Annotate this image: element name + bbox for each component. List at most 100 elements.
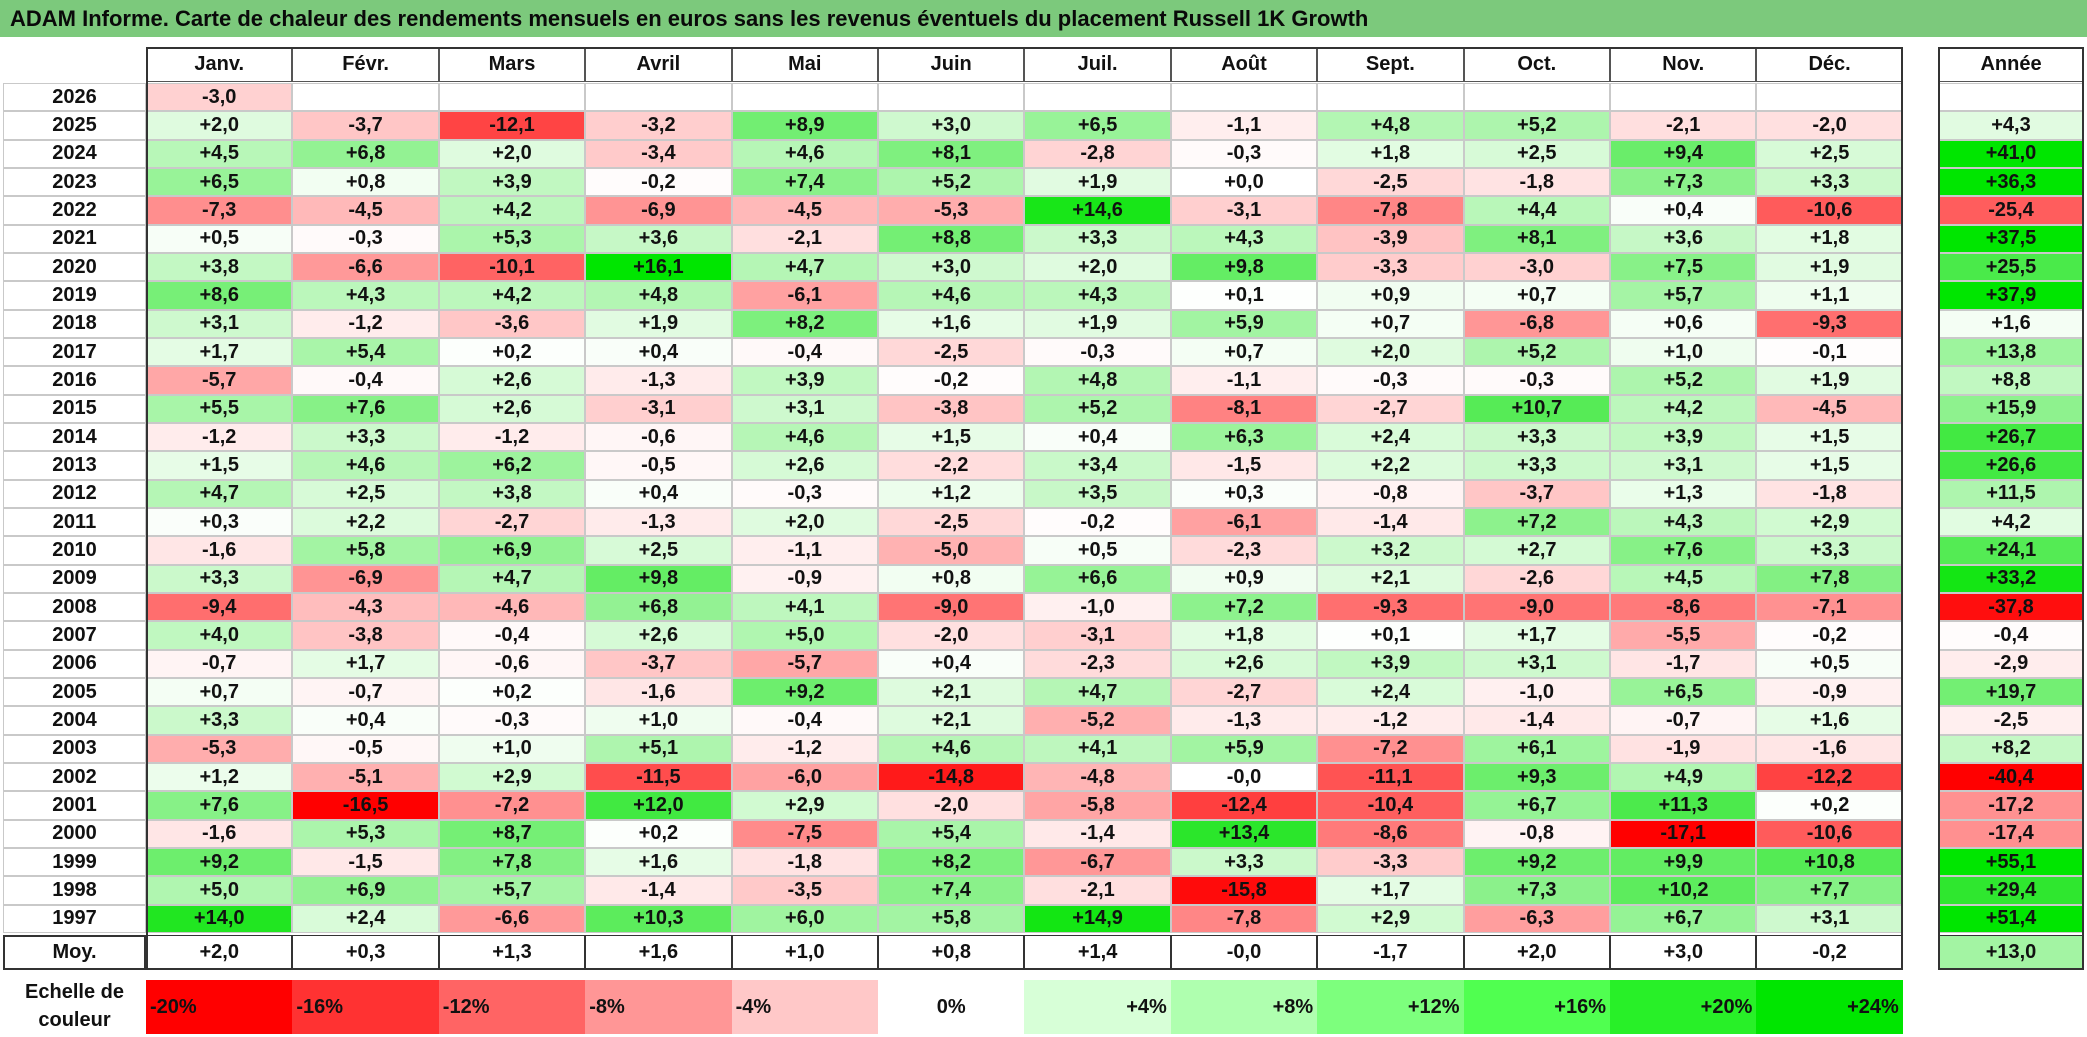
heatmap-cell: -17,1 bbox=[1610, 819, 1757, 848]
heatmap-cell: -0,5 bbox=[292, 734, 439, 763]
year-label: 2005 bbox=[3, 677, 146, 707]
heatmap-cell: -7,8 bbox=[1170, 904, 1318, 933]
heatmap-cell bbox=[1756, 83, 1903, 112]
average-cell: +1,4 bbox=[1024, 935, 1171, 970]
year-label: 2000 bbox=[3, 819, 146, 848]
heatmap-cell: +5,1 bbox=[585, 734, 732, 763]
heatmap-cell: -3,7 bbox=[292, 111, 439, 140]
heatmap-cell: -1,5 bbox=[1170, 451, 1318, 480]
month-header: Juin bbox=[878, 47, 1025, 82]
heatmap-cell: +14,9 bbox=[1024, 904, 1171, 933]
heatmap-cell: +3,3 bbox=[292, 422, 439, 452]
annual-cell: +26,7 bbox=[1938, 422, 2084, 452]
year-label: 2004 bbox=[3, 706, 146, 735]
year-label: 2007 bbox=[3, 621, 146, 650]
heatmap-cell: +2,5 bbox=[585, 536, 732, 565]
heatmap-cell: +0,2 bbox=[438, 677, 586, 707]
heatmap-cell: +4,2 bbox=[438, 196, 586, 225]
heatmap-cell: -6,9 bbox=[292, 564, 439, 593]
month-header: Déc. bbox=[1756, 47, 1903, 82]
heatmap-cell: +3,1 bbox=[146, 309, 293, 338]
heatmap-cell: -3,1 bbox=[585, 394, 732, 423]
heatmap-cell: +6,8 bbox=[585, 592, 732, 622]
heatmap-cell: +1,5 bbox=[1756, 422, 1903, 452]
heatmap-cell: +10,7 bbox=[1463, 394, 1610, 423]
heatmap-cell: -5,1 bbox=[292, 762, 439, 792]
heatmap-cell: +0,4 bbox=[585, 479, 732, 508]
average-cell: +2,0 bbox=[1463, 935, 1610, 970]
annual-cell: +26,6 bbox=[1938, 451, 2084, 480]
heatmap-cell: -3,6 bbox=[438, 309, 586, 338]
heatmap-cell: -9,0 bbox=[878, 592, 1025, 622]
heatmap-cell: +4,5 bbox=[1610, 564, 1757, 593]
heatmap-cell: -1,6 bbox=[146, 536, 293, 565]
heatmap-cell: +5,3 bbox=[292, 819, 439, 848]
heatmap-cell: -0,3 bbox=[1024, 337, 1171, 367]
heatmap-cell: -9,3 bbox=[1317, 592, 1464, 622]
heatmap-cell: -3,7 bbox=[1463, 479, 1610, 508]
heatmap-cell: +4,6 bbox=[731, 422, 878, 452]
heatmap-cell: +2,6 bbox=[1170, 649, 1318, 678]
heatmap-cell: +6,6 bbox=[1024, 564, 1171, 593]
heatmap-cell: -2,0 bbox=[1756, 111, 1903, 140]
heatmap-cell: -0,8 bbox=[1463, 819, 1610, 848]
heatmap-cell: +8,6 bbox=[146, 281, 293, 310]
annual-cell: +8,2 bbox=[1938, 734, 2084, 763]
heatmap-cell: +10,8 bbox=[1756, 847, 1903, 877]
heatmap-cell: +8,2 bbox=[878, 847, 1025, 877]
average-annual-cell: +13,0 bbox=[1938, 935, 2084, 970]
annual-cell: +11,5 bbox=[1938, 479, 2084, 508]
heatmap-cell: -0,2 bbox=[878, 366, 1025, 395]
heatmap-cell: -3,9 bbox=[1317, 224, 1464, 253]
heatmap-cell: -0,2 bbox=[585, 167, 732, 197]
heatmap-cell: +2,6 bbox=[731, 451, 878, 480]
page-title: ADAM Informe. Carte de chaleur des rende… bbox=[0, 0, 2087, 37]
heatmap-cell: -5,8 bbox=[1024, 791, 1171, 820]
heatmap-cell: -1,6 bbox=[146, 819, 293, 848]
heatmap-cell: +1,6 bbox=[1756, 706, 1903, 735]
heatmap-cell: -2,1 bbox=[731, 224, 878, 253]
heatmap-cell: -1,1 bbox=[731, 536, 878, 565]
heatmap-cell: +8,1 bbox=[1463, 224, 1610, 253]
annual-cell: +4,2 bbox=[1938, 507, 2084, 537]
heatmap-cell: -8,6 bbox=[1317, 819, 1464, 848]
heatmap-cell: +0,5 bbox=[1756, 649, 1903, 678]
heatmap-cell: -4,5 bbox=[1756, 394, 1903, 423]
heatmap-cell: -0,2 bbox=[1024, 507, 1171, 537]
heatmap-cell: +2,1 bbox=[1317, 564, 1464, 593]
heatmap-cell: +5,4 bbox=[292, 337, 439, 367]
heatmap-cell: -2,3 bbox=[1024, 649, 1171, 678]
heatmap-cell: +3,5 bbox=[1024, 479, 1171, 508]
heatmap-cell: +1,2 bbox=[878, 479, 1025, 508]
heatmap-cell: +3,0 bbox=[878, 252, 1025, 282]
heatmap-cell: +4,0 bbox=[146, 621, 293, 650]
heatmap-cell: +2,9 bbox=[438, 762, 586, 792]
heatmap-cell: -10,6 bbox=[1756, 819, 1903, 848]
heatmap-cell: -3,7 bbox=[585, 649, 732, 678]
year-label: 1997 bbox=[3, 904, 146, 933]
annual-cell: +51,4 bbox=[1938, 904, 2084, 933]
month-header: Avril bbox=[585, 47, 732, 82]
heatmap-cell: -1,9 bbox=[1610, 734, 1757, 763]
heatmap-cell: +2,2 bbox=[292, 507, 439, 537]
heatmap-cell: -11,1 bbox=[1317, 762, 1464, 792]
year-label: 2021 bbox=[3, 224, 146, 253]
year-label: 2010 bbox=[3, 536, 146, 565]
heatmap-cell: -2,3 bbox=[1170, 536, 1318, 565]
heatmap-cell: +6,5 bbox=[146, 167, 293, 197]
heatmap-cell: +4,1 bbox=[731, 592, 878, 622]
heatmap-cell: +2,0 bbox=[438, 139, 586, 168]
heatmap-cell: +1,5 bbox=[146, 451, 293, 480]
annual-cell bbox=[1938, 83, 2084, 112]
heatmap-cell: -2,7 bbox=[1170, 677, 1318, 707]
year-total-header: Année bbox=[1938, 47, 2084, 82]
heatmap-cell: +0,5 bbox=[146, 224, 293, 253]
heatmap-cell: +6,8 bbox=[292, 139, 439, 168]
heatmap-cell: -1,2 bbox=[731, 734, 878, 763]
heatmap-cell: -4,5 bbox=[731, 196, 878, 225]
heatmap-cell: +5,2 bbox=[1610, 366, 1757, 395]
month-header: Sept. bbox=[1317, 47, 1464, 82]
heatmap-cell: +0,4 bbox=[292, 706, 439, 735]
heatmap-cell: -1,1 bbox=[1170, 111, 1318, 140]
